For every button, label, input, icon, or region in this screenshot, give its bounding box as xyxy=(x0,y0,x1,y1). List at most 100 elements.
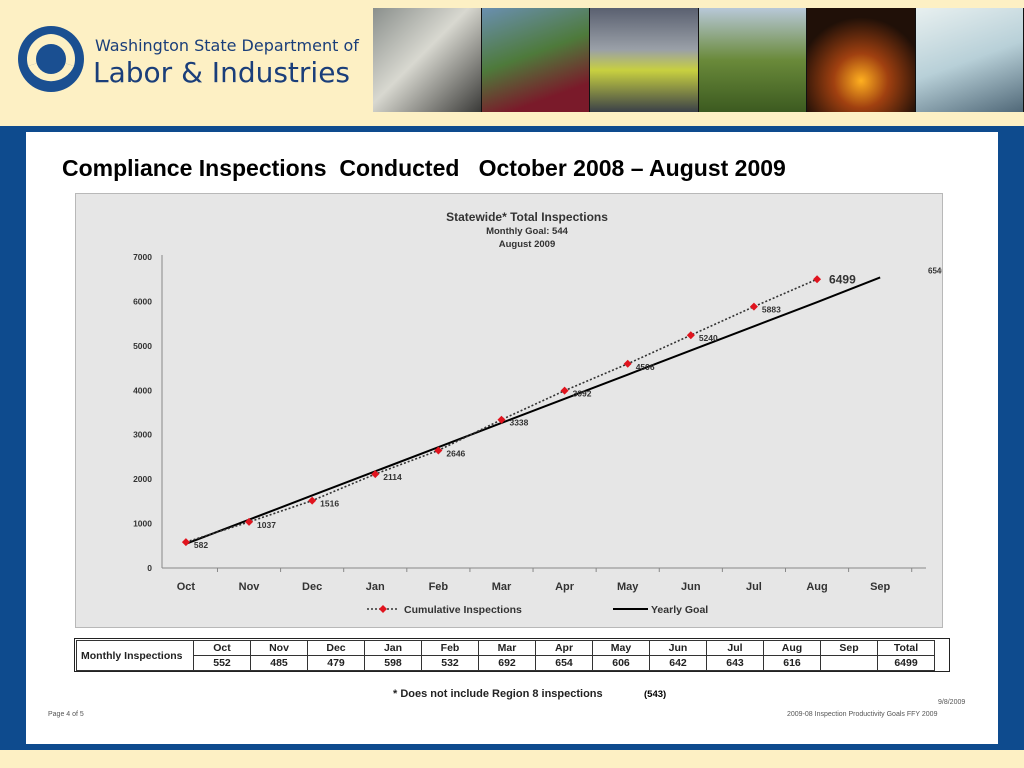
legend-cumulative-marker xyxy=(379,605,387,613)
y-tick-label: 2000 xyxy=(133,474,152,484)
bottom-strip xyxy=(0,750,1024,768)
table-cell: 532 xyxy=(421,655,479,671)
photo-worker-respirator xyxy=(373,8,482,112)
chart-subtitle-goal: Monthly Goal: 544 xyxy=(486,226,569,237)
table-border xyxy=(74,638,950,672)
x-tick-label: Jun xyxy=(681,581,701,593)
cumulative-point xyxy=(560,386,569,395)
x-tick-label: Dec xyxy=(302,581,322,593)
table-header-row: Monthly Inspections Oct Nov Dec Jan Feb Mar Ap… xyxy=(76,640,935,671)
cumulative-point xyxy=(497,415,506,424)
chart-subtitle-date: August 2009 xyxy=(499,239,556,250)
y-tick-label: 1000 xyxy=(133,519,152,529)
table-cell: 606 xyxy=(592,655,650,671)
y-tick-label: 3000 xyxy=(133,430,152,440)
footnote-extra: (543) xyxy=(644,689,667,700)
x-tick-label: May xyxy=(617,581,639,593)
photo-lab-worker xyxy=(915,8,1024,112)
table-cell: 6499 xyxy=(877,655,935,671)
data-label: 4596 xyxy=(636,362,655,372)
x-tick-label: Nov xyxy=(239,581,261,593)
y-tick-label: 4000 xyxy=(133,385,152,395)
cumulative-point xyxy=(308,496,317,505)
footer-source: 2009-08 Inspection Productivity Goals FF… xyxy=(787,711,938,718)
table-col-header: Sep xyxy=(820,640,878,656)
y-tick-label: 0 xyxy=(147,563,152,573)
inspections-line-chart: Statewide* Total Inspections Monthly Goa… xyxy=(133,210,942,616)
chart-area: Statewide* Total Inspections Monthly Goa… xyxy=(75,193,943,628)
yearly-goal-line xyxy=(185,276,881,545)
table-col-header: Jul xyxy=(706,640,764,656)
footnote: * Does not include Region 8 inspections xyxy=(393,688,603,700)
cumulative-point xyxy=(686,331,695,340)
table-cell: 643 xyxy=(706,655,764,671)
cumulative-inspections-line xyxy=(185,278,818,543)
x-tick-label: Jul xyxy=(746,581,762,593)
data-label: 2114 xyxy=(383,472,402,482)
cumulative-point xyxy=(813,275,822,284)
table-cell: 479 xyxy=(307,655,365,671)
cumulative-point xyxy=(434,446,443,455)
cumulative-point xyxy=(749,302,758,311)
table-col-header: Oct xyxy=(193,640,251,656)
photo-truck-worker xyxy=(590,8,699,112)
data-label: 6499 xyxy=(829,272,856,286)
cumulative-point xyxy=(181,538,190,547)
x-tick-label: Jan xyxy=(366,581,385,593)
table-col-header: Aug xyxy=(763,640,821,656)
org-name-line1: Washington State Department of xyxy=(95,36,359,55)
table-col-header: Jun xyxy=(649,640,707,656)
cumulative-point xyxy=(623,359,632,368)
data-label: 1516 xyxy=(320,499,339,509)
table-col-header: Jan xyxy=(364,640,422,656)
table-cell: 598 xyxy=(364,655,422,671)
x-tick-label: Oct xyxy=(177,581,196,593)
data-label: 582 xyxy=(194,540,208,550)
table-value-row: 552 485 479 598 532 692 654 606 642 643 616 6499 xyxy=(77,655,935,671)
x-tick-label: Feb xyxy=(429,581,449,593)
x-tick-label: Mar xyxy=(492,581,512,593)
table-cell: 692 xyxy=(478,655,536,671)
y-tick-label: 5000 xyxy=(133,341,152,351)
page-number: Page 4 of 5 xyxy=(48,711,84,718)
table-col-header: Mar xyxy=(478,640,536,656)
org-name-line2: Labor & Industries xyxy=(93,56,351,89)
table-col-header: Dec xyxy=(307,640,365,656)
table-cell: 642 xyxy=(649,655,707,671)
y-tick-label: 7000 xyxy=(133,252,152,262)
table-cell: 552 xyxy=(193,655,251,671)
slide-title: Compliance Inspections Conducted October… xyxy=(62,155,786,181)
goal-end-label: 6540 xyxy=(928,266,942,275)
table-cell xyxy=(820,655,878,671)
x-tick-label: Apr xyxy=(555,581,575,593)
monthly-inspections-table: Monthly Inspections Oct Nov Dec Jan Feb Mar Ap… xyxy=(76,640,935,671)
logo-icon xyxy=(18,26,84,92)
photo-welder xyxy=(807,8,916,112)
table-col-header: Apr xyxy=(535,640,593,656)
table-cell: 485 xyxy=(250,655,308,671)
footer-date: 9/8/2009 xyxy=(938,699,966,706)
table-cell: 616 xyxy=(763,655,821,671)
legend-goal-label: Yearly Goal xyxy=(651,604,708,616)
data-label: 1037 xyxy=(257,520,276,530)
data-label: 5883 xyxy=(762,305,781,315)
table-col-header: May xyxy=(592,640,650,656)
table-row-header: Monthly Inspections xyxy=(76,640,194,671)
y-tick-label: 6000 xyxy=(133,296,152,306)
data-label: 3992 xyxy=(573,389,592,399)
x-tick-label: Sep xyxy=(870,581,890,593)
photo-field-workers xyxy=(698,8,807,112)
data-label: 5240 xyxy=(699,333,718,343)
chart-title: Statewide* Total Inspections xyxy=(446,210,608,224)
table-col-header: Feb xyxy=(421,640,479,656)
header-banner: Washington State Department of Labor & I… xyxy=(0,0,1024,122)
table-col-header: Total xyxy=(877,640,935,656)
legend-cumulative-label: Cumulative Inspections xyxy=(404,604,522,616)
photo-farm-worker-cherries xyxy=(481,8,590,112)
data-label: 3338 xyxy=(509,418,528,428)
table-col-header: Nov xyxy=(250,640,308,656)
cumulative-point xyxy=(245,517,254,526)
cumulative-point xyxy=(371,470,380,479)
x-tick-label: Aug xyxy=(806,581,827,593)
data-label: 2646 xyxy=(446,448,465,458)
